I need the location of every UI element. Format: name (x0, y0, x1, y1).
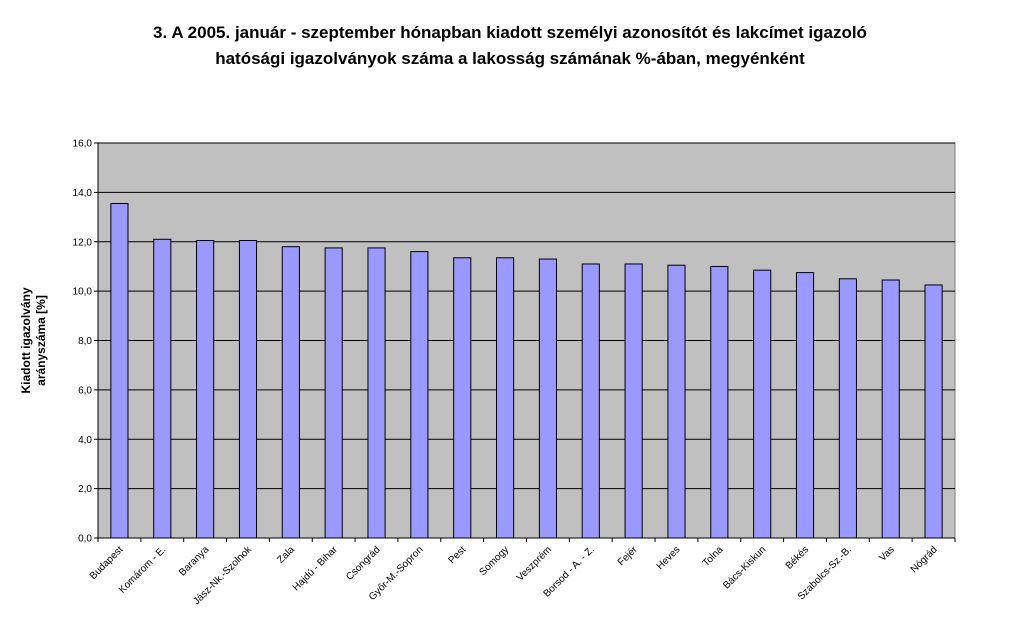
y-tick-label: 8,0 (78, 336, 92, 347)
bar-1 (153, 238, 172, 539)
x-tick-label: Budapest (88, 544, 126, 582)
bar-5 (324, 247, 343, 539)
bar-19 (924, 284, 943, 539)
bar-15 (753, 269, 772, 539)
bar-6 (367, 247, 386, 539)
axes (94, 142, 956, 542)
y-tick-label: 4,0 (78, 435, 92, 446)
bar-3 (238, 240, 258, 539)
x-tick-label: Zala (275, 544, 297, 566)
bar-4 (281, 246, 300, 539)
bars (110, 202, 943, 539)
bar-16 (795, 272, 815, 539)
y-axis-title-line-2: arányszáma [%] (34, 295, 48, 386)
y-tick-label: 16,0 (73, 139, 93, 150)
y-tick-label: 6,0 (78, 385, 92, 396)
x-tick-label: Békés (784, 544, 811, 571)
y-tick-label: 12,0 (73, 237, 93, 248)
x-tick-label: Baranya (177, 544, 211, 578)
bar-8 (453, 257, 472, 539)
y-tick-label: 0,0 (78, 534, 92, 545)
bar-18 (881, 279, 900, 539)
x-tick-label: Heves (655, 544, 683, 572)
y-tick-label: 10,0 (73, 287, 93, 298)
bar-10 (538, 258, 557, 539)
chart-title: 3. A 2005. január - szeptember hónapban … (40, 20, 980, 72)
x-tick-label: Pest (446, 544, 468, 566)
x-tick-label: Veszprém (515, 544, 554, 583)
chart-title-line-1: 3. A 2005. január - szeptember hónapban … (153, 23, 867, 42)
chart-title-line-2: hatósági igazolványok száma a lakosság s… (215, 49, 805, 68)
x-tick-label: Bács-Kiskun (721, 544, 768, 591)
y-tick-label: 2,0 (78, 484, 92, 495)
bar-14 (710, 265, 729, 539)
bar-0 (110, 202, 129, 539)
bar-7 (410, 251, 429, 539)
y-axis-title-line-1: Kiadott igazolvány (19, 287, 33, 393)
x-tick-label: Csongrád (344, 544, 382, 582)
bar-2 (196, 240, 215, 539)
bar-9 (496, 257, 515, 539)
x-tick-label: Hajdú - Bihar (291, 544, 341, 594)
x-tick-label: Nógrád (909, 544, 940, 575)
x-tick-label: Vas (877, 544, 896, 563)
bar-13 (667, 264, 686, 539)
y-tick-labels: 0,0 2,0 4,0 6,0 8,0 10,0 12,0 14,0 16,0 (73, 139, 93, 545)
x-tick-label: Somogy (477, 544, 511, 578)
bar-17 (838, 278, 857, 539)
x-tick-label: Tolna (701, 544, 726, 569)
x-tick-label: Fejér (616, 544, 640, 568)
bar-12 (624, 263, 643, 539)
y-tick-label: 14,0 (73, 188, 93, 199)
bar-11 (581, 263, 600, 539)
